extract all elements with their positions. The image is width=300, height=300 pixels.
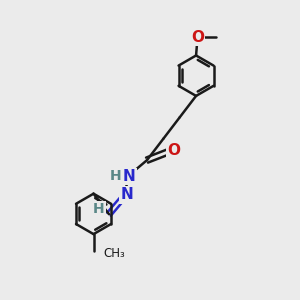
Text: H: H — [93, 202, 104, 216]
Text: N: N — [120, 188, 133, 202]
Text: N: N — [123, 169, 136, 184]
Text: O: O — [191, 30, 204, 45]
Text: H: H — [110, 169, 121, 184]
Text: CH₃: CH₃ — [103, 247, 125, 260]
Text: O: O — [167, 143, 180, 158]
